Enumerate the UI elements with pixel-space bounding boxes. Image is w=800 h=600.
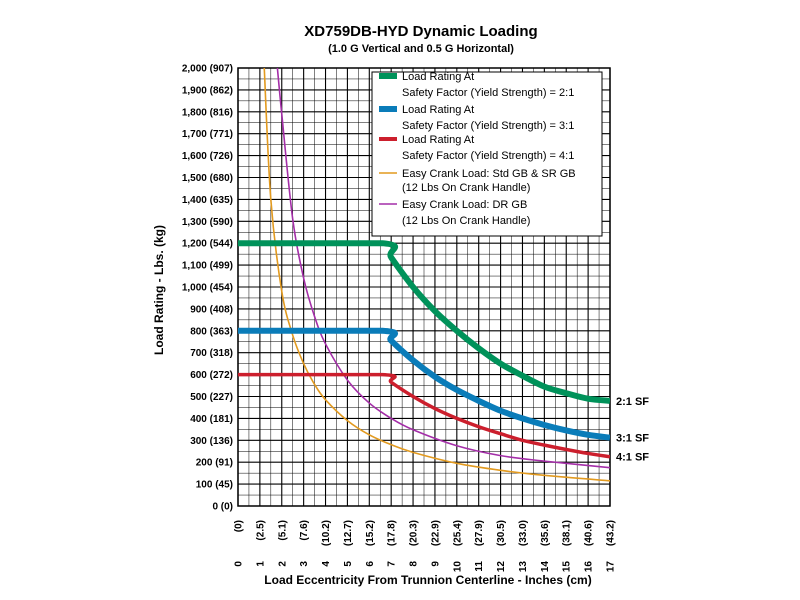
x-tick-label-cm: (12.7)	[343, 520, 354, 546]
legend-label: Safety Factor (Yield Strength) = 3:1	[402, 120, 574, 132]
legend: Load Rating At Safety Factor (Yield Stren…	[371, 71, 603, 237]
y-tick-label: 1,500 (680)	[182, 173, 233, 184]
x-tick-label-cm: (22.9)	[430, 520, 441, 546]
y-axis-label: Load Rating - Lbs. (kg)	[152, 225, 166, 355]
x-tick-label-inch: 5	[343, 561, 354, 567]
x-tick-label-inch: 15	[562, 561, 573, 573]
series-line	[238, 327, 610, 441]
y-tick-label: 600 (272)	[190, 370, 233, 381]
y-tick-label: 700 (318)	[190, 348, 233, 359]
x-tick-label-cm: (15.2)	[365, 520, 376, 546]
x-tick-label-cm: (20.3)	[409, 520, 420, 546]
series-group	[238, 68, 610, 482]
x-tick-label-inch: 2	[277, 561, 288, 567]
x-tick-label-inch: 6	[365, 561, 376, 567]
x-tick-label-inch: 12	[496, 561, 507, 573]
y-tick-label: 0 (0)	[212, 502, 233, 513]
legend-label: Load Rating At	[402, 71, 474, 83]
x-tick-label-inch: 13	[518, 561, 529, 573]
y-tick-label: 1,400 (635)	[182, 195, 233, 206]
x-tick-label-cm: (17.8)	[387, 520, 398, 546]
x-tick-label-cm: (27.9)	[474, 520, 485, 546]
legend-label: (12 Lbs On Crank Handle)	[402, 215, 530, 227]
x-tick-label-inch: 11	[474, 561, 485, 572]
y-tick-label: 800 (363)	[190, 326, 233, 337]
x-tick-label-inch: 17	[606, 561, 617, 573]
y-tick-label: 1,000 (454)	[182, 283, 233, 294]
y-tick-labels: 0 (0) 100 (45) 200 (91) 300 (136) 400 (181) 5…	[182, 64, 233, 513]
legend-label: Load Rating At	[402, 134, 474, 146]
x-tick-label-cm: (38.1)	[562, 520, 573, 546]
x-tick-label-inch: 7	[387, 561, 398, 567]
y-tick-label: 2,000 (907)	[182, 64, 233, 75]
x-tick-label-inch: 1	[255, 561, 266, 567]
y-tick-label: 1,900 (862)	[182, 85, 233, 96]
chart-title: XD759DB-HYD Dynamic Loading	[304, 23, 537, 40]
x-tick-label-cm: (33.0)	[518, 520, 529, 546]
x-tick-label-cm: (35.6)	[540, 520, 551, 546]
legend-label: Safety Factor (Yield Strength) = 4:1	[402, 150, 574, 162]
y-tick-label: 1,600 (726)	[182, 151, 233, 162]
series-line	[263, 68, 610, 482]
y-tick-label: 200 (91)	[196, 458, 233, 469]
y-tick-label: 400 (181)	[190, 414, 233, 425]
series-line	[238, 372, 610, 459]
x-tick-label-cm: (43.2)	[606, 520, 617, 546]
x-tick-label-inch: 10	[452, 561, 463, 573]
legend-label: Load Rating At	[402, 104, 474, 116]
y-tick-label: 500 (227)	[190, 392, 233, 403]
series-line	[238, 240, 610, 404]
legend-box	[371, 71, 603, 237]
x-tick-label-cm: (10.2)	[321, 520, 332, 546]
legend-label: (12 Lbs On Crank Handle)	[402, 182, 530, 194]
x-axis-label: Load Eccentricity From Trunnion Centerli…	[264, 573, 591, 587]
x-tick-label-cm: (2.5)	[255, 520, 266, 541]
y-tick-label: 1,700 (771)	[182, 129, 233, 140]
y-tick-label: 1,200 (544)	[182, 239, 233, 250]
x-tick-label-cm: (40.6)	[584, 520, 595, 546]
x-tick-label-cm: (30.5)	[496, 520, 507, 546]
x-tick-label-inch: 9	[430, 561, 441, 567]
series-end-labels: 2:1 SF 3:1 SF 4:1 SF	[616, 396, 649, 464]
x-tick-label-inch: 14	[540, 561, 551, 573]
x-tick-label-inch: 4	[321, 561, 332, 567]
series-end-label: 2:1 SF	[616, 396, 649, 408]
series-end-label: 4:1 SF	[616, 452, 649, 464]
x-tick-label-cm: (7.6)	[299, 520, 310, 541]
legend-label: Easy Crank Load: Std GB & SR GB	[402, 168, 576, 180]
series-line	[276, 68, 610, 469]
y-tick-label: 100 (45)	[196, 480, 233, 491]
x-tick-label-cm: (25.4)	[452, 520, 463, 546]
x-tick-label-inch: 0	[234, 561, 245, 567]
x-tick-label-inch: 8	[409, 561, 420, 567]
series-end-label: 3:1 SF	[616, 433, 649, 445]
y-tick-label: 900 (408)	[190, 304, 233, 315]
chart-subtitle: (1.0 G Vertical and 0.5 G Horizontal)	[328, 43, 514, 55]
plot-frame	[237, 67, 611, 507]
x-tick-label-inch: 3	[299, 561, 310, 567]
x-tick-label-inch: 16	[584, 561, 595, 573]
x-tick-label-cm: (5.1)	[277, 520, 288, 541]
x-tick-labels: (0) 0 (2.5) 1 (5.1) 2 (7.6) 3 (10.2) 4 (12.7) 5 (15.…	[234, 520, 617, 572]
y-tick-label: 300 (136)	[190, 436, 233, 447]
x-tick-label-cm: (0)	[234, 520, 245, 532]
y-tick-label: 1,800 (816)	[182, 107, 233, 118]
y-tick-label: 1,100 (499)	[182, 261, 233, 272]
legend-label: Easy Crank Load: DR GB	[402, 199, 527, 211]
legend-label: Safety Factor (Yield Strength) = 2:1	[402, 87, 574, 99]
y-tick-label: 1,300 (590)	[182, 217, 233, 228]
